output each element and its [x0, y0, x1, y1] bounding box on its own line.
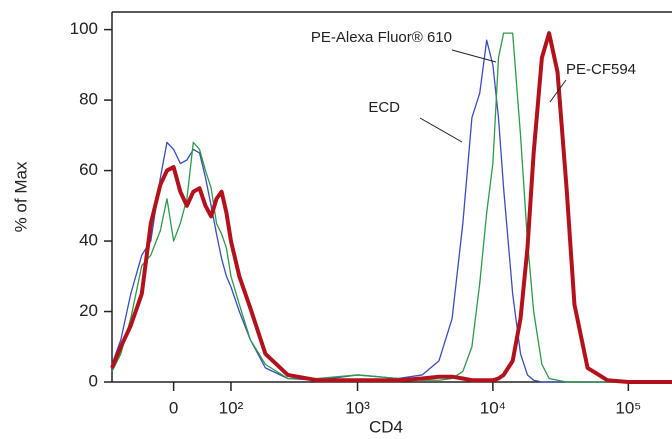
label-leader	[451, 49, 497, 63]
x-axis-label: CD4	[369, 417, 403, 436]
y-tick-label: 60	[79, 160, 98, 179]
x-tick-label: 10²	[219, 398, 244, 417]
series-line	[111, 32, 672, 383]
series-label: PE-CF594	[566, 61, 636, 78]
series-label: PE-Alexa Fluor® 610	[311, 29, 452, 46]
y-tick-label: 40	[79, 231, 98, 250]
y-axis-label: % of Max	[11, 161, 30, 232]
label-leader	[419, 117, 463, 143]
label-leader	[549, 79, 567, 103]
y-tick-label: 100	[70, 19, 98, 38]
series-line	[111, 39, 672, 383]
y-tick-label: 0	[89, 371, 98, 390]
x-tick-label: 10⁴	[480, 398, 506, 417]
x-tick-label: 10⁵	[615, 398, 641, 417]
x-tick-label: 0	[169, 398, 178, 417]
x-tick-label: 10³	[345, 398, 370, 417]
y-tick-label: 20	[79, 301, 98, 320]
series-label: ECD	[368, 99, 400, 116]
y-tick-label: 80	[79, 90, 98, 109]
series-line	[110, 31, 672, 384]
